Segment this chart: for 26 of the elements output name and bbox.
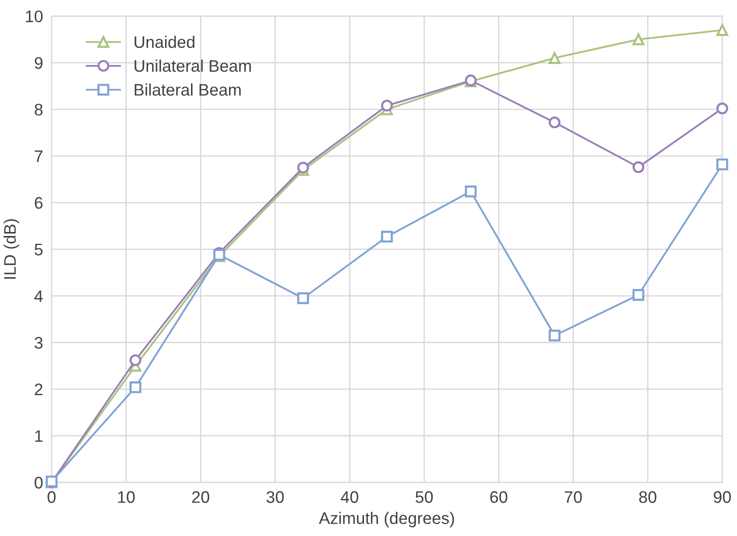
y-tick-label: 5 <box>34 244 43 256</box>
y-tick-label: 7 <box>34 150 42 162</box>
y-tick-label: 3 <box>34 336 43 349</box>
x-tick-label: 20 <box>192 491 210 503</box>
y-tick-label: 0 <box>34 476 43 489</box>
x-tick-label: 60 <box>490 491 508 503</box>
y-tick-label: 1 <box>35 430 42 442</box>
y-tick-label: 6 <box>34 197 43 209</box>
x-tick-label: 0 <box>48 491 56 503</box>
x-tick-label: 90 <box>714 491 731 503</box>
legend-label: Unilateral Beam <box>134 60 251 72</box>
x-tick-label: 10 <box>118 491 135 503</box>
y-axis-title: ILD (dB) <box>4 219 20 279</box>
x-tick-label: 50 <box>416 491 433 503</box>
y-tick-label: 8 <box>34 104 43 116</box>
x-tick-label: 30 <box>266 491 284 503</box>
y-tick-label: 2 <box>34 384 42 396</box>
x-tick-label: 80 <box>639 491 656 503</box>
x-axis-title: Azimuth (degrees) <box>318 512 454 528</box>
y-tick-label: 10 <box>26 10 43 22</box>
legend-label: Bilateral Beam <box>134 83 241 96</box>
y-tick-label: 4 <box>34 290 43 302</box>
x-tick-label: 70 <box>564 491 582 503</box>
x-tick-label: 40 <box>340 491 358 503</box>
y-tick-label: 9 <box>34 57 42 69</box>
legend-label: Unaided <box>134 36 194 48</box>
